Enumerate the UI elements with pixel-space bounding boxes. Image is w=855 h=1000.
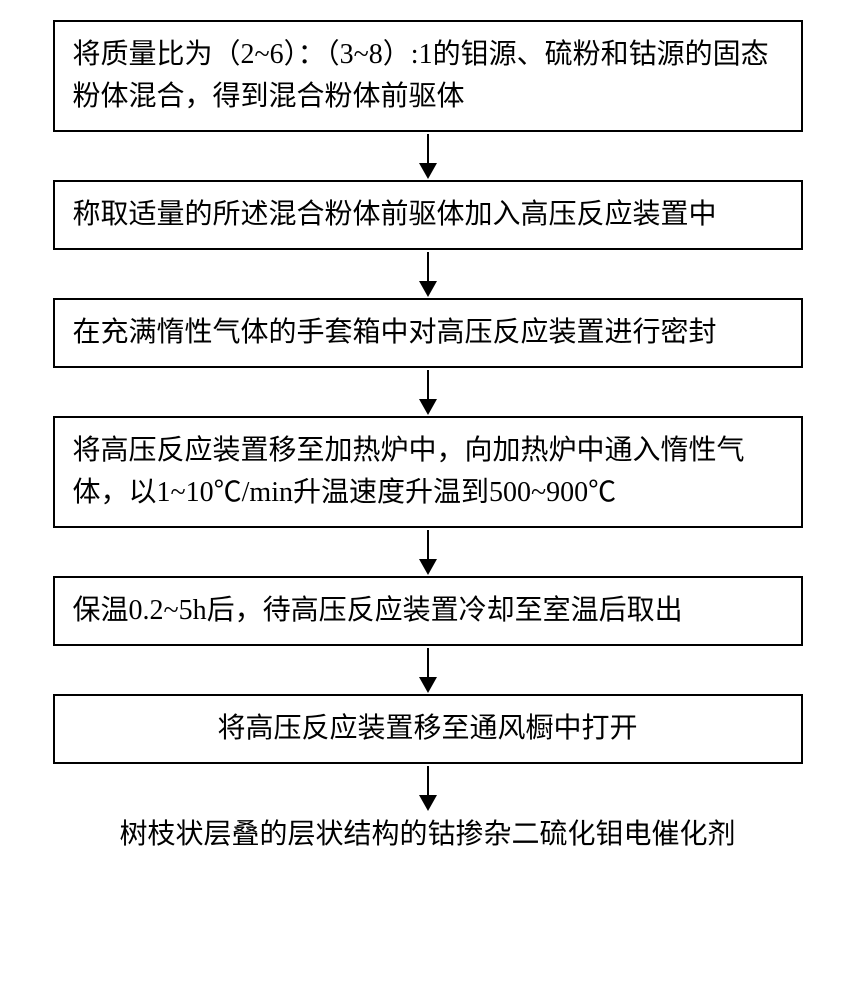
arrow-head-icon — [419, 795, 437, 811]
flow-step-3: 在充满惰性气体的手套箱中对高压反应装置进行密封 — [53, 298, 803, 368]
flow-arrow — [419, 368, 437, 416]
arrow-head-icon — [419, 559, 437, 575]
flow-arrow — [419, 764, 437, 812]
arrow-line — [427, 648, 429, 678]
arrow-line — [427, 252, 429, 282]
flow-step-text: 保温0.2~5h后，待高压反应装置冷却至室温后取出 — [73, 595, 683, 626]
flow-step-text: 称取适量的所述混合粉体前驱体加入高压反应装置中 — [73, 199, 717, 230]
arrow-line — [427, 134, 429, 164]
flow-arrow — [419, 250, 437, 298]
flow-step-2: 称取适量的所述混合粉体前驱体加入高压反应装置中 — [53, 180, 803, 250]
flow-step-4: 将高压反应装置移至加热炉中，向加热炉中通入惰性气体，以1~10℃/min升温速度… — [53, 416, 803, 528]
flow-result-text: 树枝状层叠的层状结构的钴掺杂二硫化钼电催化剂 — [119, 819, 735, 850]
flow-step-1: 将质量比为（2~6）：（3~8）:1的钼源、硫粉和钴源的固态粉体混合，得到混合粉… — [53, 20, 803, 132]
arrow-line — [427, 766, 429, 796]
flow-step-text: 将质量比为（2~6）：（3~8）:1的钼源、硫粉和钴源的固态粉体混合，得到混合粉… — [73, 39, 769, 112]
arrow-head-icon — [419, 399, 437, 415]
flow-arrow — [419, 132, 437, 180]
arrow-head-icon — [419, 281, 437, 297]
arrow-head-icon — [419, 677, 437, 693]
arrow-head-icon — [419, 163, 437, 179]
arrow-line — [427, 370, 429, 400]
flow-arrow — [419, 528, 437, 576]
arrow-line — [427, 530, 429, 560]
flow-step-text: 将高压反应装置移至加热炉中，向加热炉中通入惰性气体，以1~10℃/min升温速度… — [73, 435, 745, 508]
flow-step-6: 将高压反应装置移至通风橱中打开 — [53, 694, 803, 764]
flow-step-5: 保温0.2~5h后，待高压反应装置冷却至室温后取出 — [53, 576, 803, 646]
flow-arrow — [419, 646, 437, 694]
flow-step-text: 将高压反应装置移至通风橱中打开 — [217, 713, 637, 744]
flow-step-text: 在充满惰性气体的手套箱中对高压反应装置进行密封 — [73, 317, 717, 348]
flow-result: 树枝状层叠的层状结构的钴掺杂二硫化钼电催化剂 — [119, 812, 735, 852]
